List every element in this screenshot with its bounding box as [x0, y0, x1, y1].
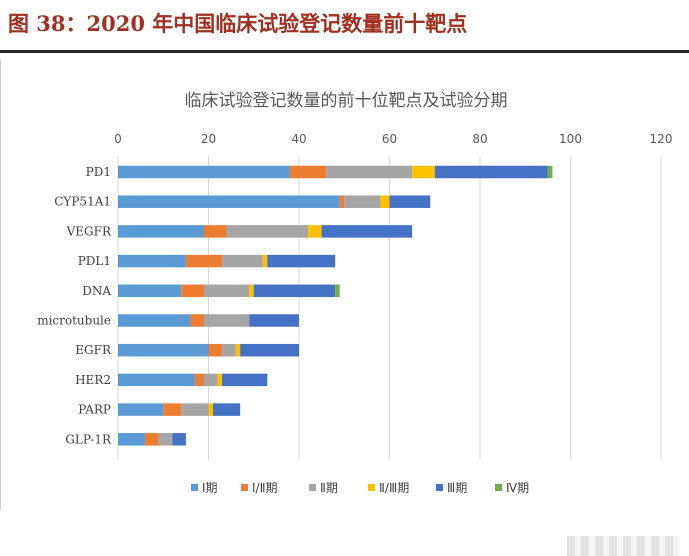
bar-segment — [253, 284, 336, 298]
bar-segment — [412, 165, 435, 179]
chart-title: 临床试验登记数量的前十位靶点及试验分期 — [185, 91, 508, 111]
bar-segment — [389, 195, 431, 208]
bar-segment — [289, 165, 327, 179]
bar-segment — [240, 343, 299, 357]
legend-swatch — [309, 484, 316, 491]
bar-segment — [308, 225, 322, 238]
category-label: CYP51A1 — [54, 195, 111, 209]
bar-segment — [118, 195, 340, 208]
bar-segment — [344, 195, 381, 208]
x-tick-label: 40 — [291, 132, 306, 146]
legend-label: Ⅲ期 — [447, 481, 467, 495]
bar-segment — [181, 284, 204, 298]
x-tick-label: 60 — [382, 132, 397, 146]
category-label: PDL1 — [78, 254, 111, 268]
bar-segment — [158, 433, 173, 446]
legend-label: Ⅰ/Ⅱ期 — [252, 481, 278, 495]
chart-frame: 临床试验登记数量的前十位靶点及试验分期 0 20 40 60 80 100 120 PD1 C… — [0, 60, 689, 556]
stacked-bar-chart: 临床试验登记数量的前十位靶点及试验分期 0 20 40 60 80 100 120 PD1 C… — [37, 91, 673, 495]
bar-segment — [145, 433, 159, 446]
legend-swatch — [495, 484, 502, 491]
bar-segment — [118, 165, 290, 179]
bar-segment — [249, 314, 299, 327]
bar-segment — [213, 403, 241, 416]
bar-segment — [163, 403, 182, 416]
x-tick-label: 0 — [114, 132, 122, 146]
category-label: HER2 — [75, 373, 111, 387]
caption-divider — [0, 50, 689, 53]
bar-segment — [190, 314, 204, 327]
bar-segment — [326, 165, 413, 179]
bar-segment — [118, 314, 191, 327]
x-tick-label: 20 — [201, 132, 216, 146]
bar-segment — [335, 284, 340, 298]
bar-segment — [208, 343, 223, 357]
bar-segment — [118, 343, 209, 357]
x-tick-label: 80 — [472, 132, 487, 146]
bar-segment — [267, 254, 336, 268]
bar-segment — [434, 165, 548, 179]
figure-caption: 图 38：2020 年中国临床试验登记数量前十靶点 — [8, 11, 468, 36]
legend-label: Ⅱ期 — [320, 481, 338, 495]
bar-segment — [172, 433, 186, 446]
bar-segment — [203, 284, 250, 298]
category-label: PD1 — [86, 165, 111, 179]
bar-segment — [235, 343, 241, 357]
bar-segment — [208, 403, 214, 416]
legend-label: Ⅰ期 — [202, 481, 218, 495]
category-label: DNA — [82, 284, 111, 298]
bar-segment — [181, 403, 209, 416]
bar-segment — [118, 284, 182, 298]
category-label: GLP-1R — [65, 432, 112, 446]
bar-segment — [118, 403, 164, 416]
bar-segment — [226, 225, 309, 238]
bar-segment — [203, 314, 250, 327]
legend-swatch — [368, 484, 375, 491]
legend-label: Ⅱ/Ⅲ期 — [379, 481, 409, 495]
bar-segment — [321, 225, 413, 238]
bar-segment — [222, 373, 268, 387]
bar-segment — [547, 165, 553, 179]
bar-segment — [185, 254, 223, 268]
bar-segment — [222, 254, 263, 268]
bar-segment — [339, 195, 345, 208]
bar-segment — [380, 195, 390, 208]
x-tick-label: 120 — [650, 132, 673, 146]
legend-label: Ⅳ期 — [506, 481, 529, 495]
category-label: VEGFR — [66, 224, 112, 238]
bar-segment — [249, 284, 254, 298]
bar-segment — [194, 373, 204, 387]
category-label: microtubule — [37, 314, 111, 328]
legend-swatch — [241, 484, 248, 491]
bar-segment — [118, 433, 146, 446]
bar-segment — [118, 373, 195, 387]
bar-segment — [262, 254, 268, 268]
category-label: PARP — [78, 403, 111, 417]
bar-segment — [203, 373, 218, 387]
bar-segment — [217, 373, 223, 387]
legend-swatch — [191, 484, 198, 491]
bar-segment — [222, 343, 236, 357]
legend-swatch — [436, 484, 443, 491]
x-tick-label: 100 — [559, 132, 582, 146]
bar-segment — [203, 225, 227, 238]
watermark-blur — [567, 536, 679, 556]
bar-segment — [118, 225, 204, 238]
bar-segment — [118, 254, 186, 268]
category-label: EGFR — [75, 343, 112, 357]
